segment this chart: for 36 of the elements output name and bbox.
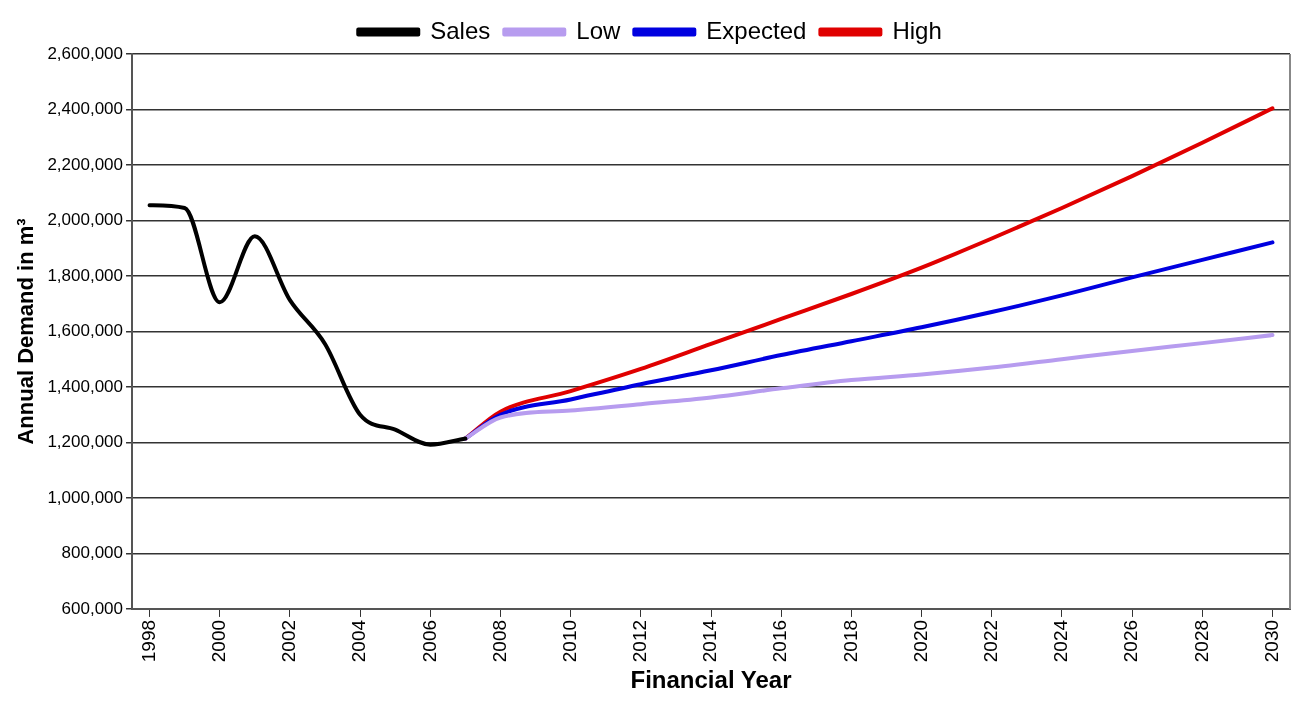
x-tick-label: 2000 <box>207 619 229 663</box>
y-tick-label: 2,600,000 <box>47 43 124 63</box>
x-tick-label: 2008 <box>488 619 510 663</box>
x-tick-label: 2006 <box>418 619 440 663</box>
x-tick-label: 2018 <box>839 619 861 663</box>
line-series <box>463 333 1275 441</box>
x-tick-label: 2002 <box>278 619 300 663</box>
x-tick-label: 2014 <box>699 619 721 663</box>
y-tick-label: 1,400,000 <box>47 376 124 396</box>
y-tick-label: 1,800,000 <box>47 265 124 285</box>
y-tick-label: 2,000,000 <box>47 210 124 230</box>
x-tick-label: 1998 <box>137 619 159 663</box>
legend-label: Sales <box>430 16 491 44</box>
y-axis-title: Annual Demand in m³ <box>13 218 39 445</box>
x-tick-label: 2020 <box>909 619 931 663</box>
x-axis-title: Financial Year <box>630 666 792 694</box>
legend-label: Expected <box>706 16 807 44</box>
line-series <box>147 203 468 447</box>
y-tick-label: 1,000,000 <box>47 487 124 507</box>
x-tick-label: 2026 <box>1120 619 1142 663</box>
y-tick-label: 600,000 <box>61 598 124 618</box>
x-tick-label: 2010 <box>558 619 580 663</box>
y-tick-label: 1,600,000 <box>47 321 124 341</box>
legend-label: High <box>892 16 942 44</box>
x-tick-label: 2028 <box>1190 619 1212 663</box>
legend-label: Low <box>576 16 621 44</box>
x-tick-label: 2012 <box>629 619 651 663</box>
x-tick-label: 2024 <box>1050 619 1072 663</box>
y-tick-label: 800,000 <box>61 543 124 563</box>
y-tick-label: 2,200,000 <box>47 154 124 174</box>
x-tick-label: 2016 <box>769 619 791 663</box>
y-tick-label: 2,400,000 <box>47 99 124 119</box>
x-tick-label: 2004 <box>348 619 370 663</box>
y-tick-label: 1,200,000 <box>47 432 124 452</box>
x-tick-label: 2030 <box>1260 619 1282 663</box>
x-tick-label: 2022 <box>979 619 1001 663</box>
